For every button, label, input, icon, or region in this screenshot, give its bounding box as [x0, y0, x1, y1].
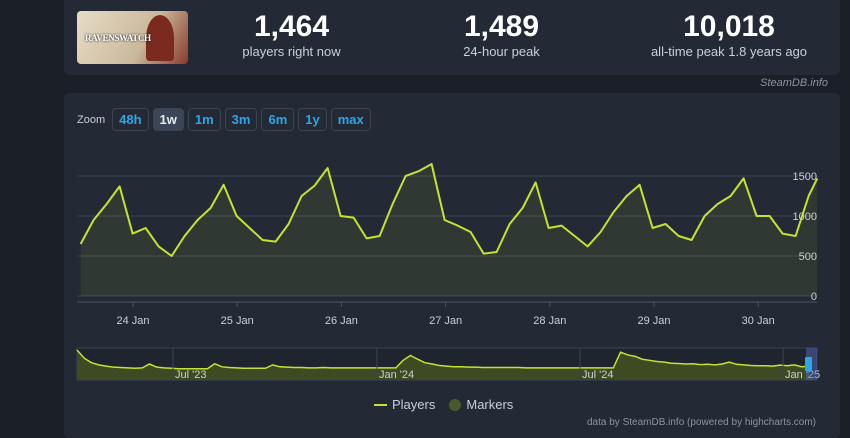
y-tick-label: 0 [811, 291, 817, 303]
zoom-1w-button[interactable]: 1w [152, 108, 184, 131]
y-tick-label: 1000 [793, 211, 817, 223]
x-tick-label: 27 Jan [429, 315, 462, 327]
legend-players[interactable]: Players [374, 397, 435, 412]
navigator-area [77, 350, 809, 380]
x-tick-label: 25 Jan [221, 315, 254, 327]
x-tick-label: 24 Jan [116, 315, 149, 327]
game-logo: RAVENSWATCH [85, 33, 151, 43]
zoom-1m-button[interactable]: 1m [187, 108, 221, 131]
zoom-1y-button[interactable]: 1y [298, 108, 327, 131]
zoom-max-button[interactable]: max [330, 108, 371, 131]
zoom-controls: Zoom 48h 1w 1m 3m 6m 1y max [77, 108, 371, 131]
zoom-48h-button[interactable]: 48h [112, 108, 149, 131]
players-area [80, 164, 818, 296]
zoom-6m-button[interactable]: 6m [261, 108, 295, 131]
zoom-label: Zoom [77, 113, 106, 126]
players-line [79, 163, 819, 257]
stats-header: RAVENSWATCH 1,464 players right now 1,489… [64, 0, 840, 75]
navigator-tick-label: Jul '23 [175, 369, 206, 381]
stat-24h-peak: 1,489 24-hour peak [463, 10, 540, 59]
game-capsule-image[interactable]: RAVENSWATCH [77, 11, 188, 64]
x-tick-label: 28 Jan [533, 315, 566, 327]
navigator-tick-label: Jul '24 [582, 369, 613, 381]
navigator-line [76, 349, 810, 370]
x-tick-label: 29 Jan [637, 315, 670, 327]
navigator-tick-label: Jan '24 [379, 369, 414, 381]
stat-current: 1,464 players right now [242, 10, 341, 59]
x-tick-label: 26 Jan [325, 315, 358, 327]
legend-markers[interactable]: Markers [449, 397, 513, 412]
footer-credit[interactable]: data by SteamDB.info (powered by highcha… [587, 417, 816, 428]
x-tick-label: 30 Jan [742, 315, 775, 327]
navigator-tick-label: Jan '25 [785, 369, 820, 381]
y-tick-label: 1500 [793, 171, 817, 183]
stat-all-time-peak: 10,018 all-time peak 1.8 years ago [650, 10, 808, 59]
steamdb-credit[interactable]: SteamDB.info [760, 77, 828, 89]
navigator-handle[interactable] [805, 357, 812, 371]
legend: Players Markers [374, 397, 513, 412]
y-tick-label: 500 [799, 251, 817, 263]
zoom-3m-button[interactable]: 3m [224, 108, 258, 131]
